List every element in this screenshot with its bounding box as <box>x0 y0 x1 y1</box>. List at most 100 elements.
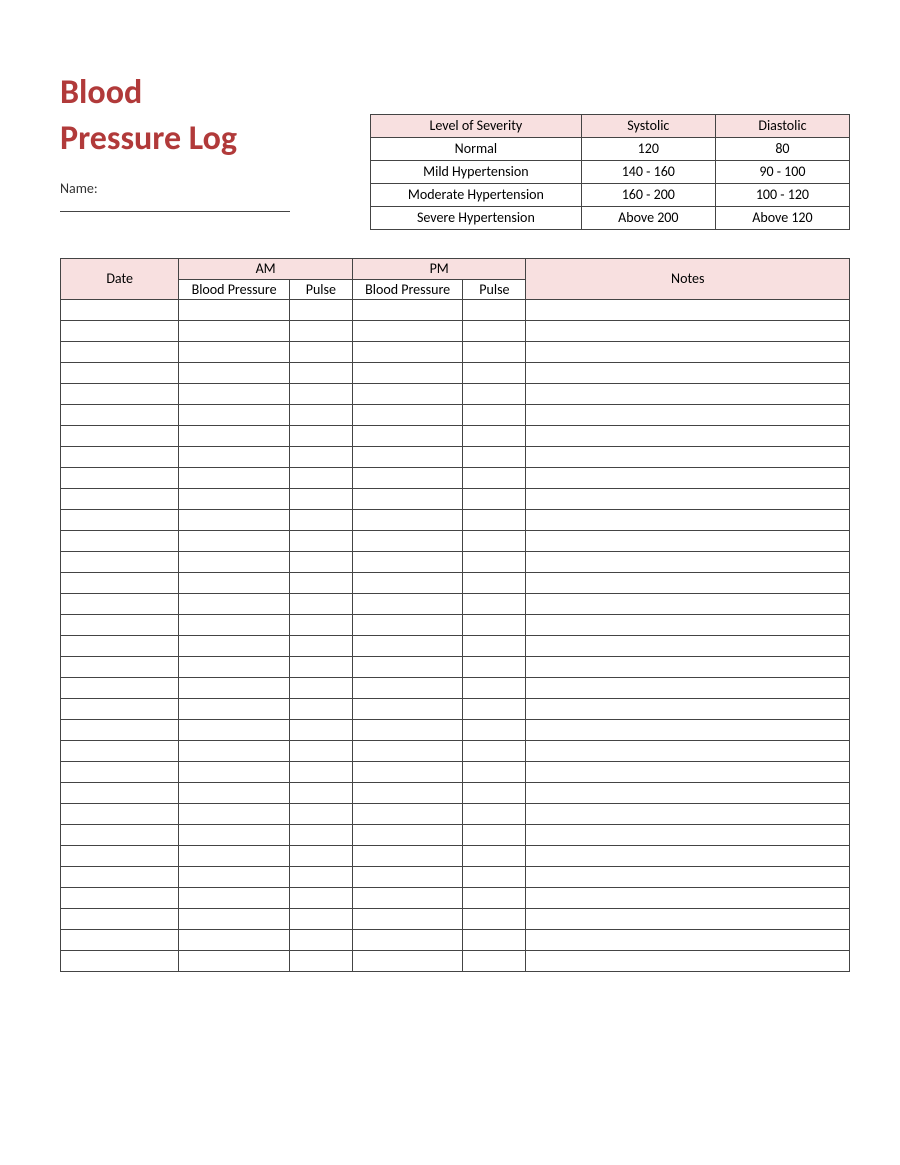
log-cell[interactable] <box>61 909 179 930</box>
log-cell[interactable] <box>289 951 352 972</box>
log-cell[interactable] <box>352 468 462 489</box>
log-cell[interactable] <box>463 447 526 468</box>
log-cell[interactable] <box>289 573 352 594</box>
log-cell[interactable] <box>526 930 850 951</box>
log-cell[interactable] <box>289 825 352 846</box>
log-cell[interactable] <box>526 783 850 804</box>
log-cell[interactable] <box>179 594 289 615</box>
log-cell[interactable] <box>463 888 526 909</box>
log-cell[interactable] <box>61 783 179 804</box>
log-cell[interactable] <box>61 552 179 573</box>
log-cell[interactable] <box>526 531 850 552</box>
log-cell[interactable] <box>526 741 850 762</box>
log-cell[interactable] <box>463 930 526 951</box>
log-cell[interactable] <box>352 384 462 405</box>
log-cell[interactable] <box>289 720 352 741</box>
log-cell[interactable] <box>526 342 850 363</box>
log-cell[interactable] <box>526 573 850 594</box>
log-cell[interactable] <box>526 678 850 699</box>
log-cell[interactable] <box>526 762 850 783</box>
log-cell[interactable] <box>289 510 352 531</box>
log-cell[interactable] <box>526 846 850 867</box>
log-cell[interactable] <box>289 384 352 405</box>
log-cell[interactable] <box>179 363 289 384</box>
log-cell[interactable] <box>526 300 850 321</box>
log-cell[interactable] <box>61 447 179 468</box>
log-cell[interactable] <box>289 699 352 720</box>
log-cell[interactable] <box>352 405 462 426</box>
log-cell[interactable] <box>179 951 289 972</box>
log-cell[interactable] <box>463 405 526 426</box>
log-cell[interactable] <box>526 426 850 447</box>
log-cell[interactable] <box>352 300 462 321</box>
log-cell[interactable] <box>463 636 526 657</box>
log-cell[interactable] <box>179 636 289 657</box>
log-cell[interactable] <box>179 888 289 909</box>
log-cell[interactable] <box>61 804 179 825</box>
log-cell[interactable] <box>61 888 179 909</box>
log-cell[interactable] <box>352 762 462 783</box>
log-cell[interactable] <box>61 678 179 699</box>
log-cell[interactable] <box>526 909 850 930</box>
log-cell[interactable] <box>463 720 526 741</box>
log-cell[interactable] <box>352 678 462 699</box>
log-cell[interactable] <box>179 762 289 783</box>
log-cell[interactable] <box>289 342 352 363</box>
log-cell[interactable] <box>526 468 850 489</box>
log-cell[interactable] <box>526 489 850 510</box>
log-cell[interactable] <box>61 615 179 636</box>
log-cell[interactable] <box>463 468 526 489</box>
log-cell[interactable] <box>289 930 352 951</box>
log-cell[interactable] <box>289 846 352 867</box>
log-cell[interactable] <box>352 720 462 741</box>
log-cell[interactable] <box>352 951 462 972</box>
log-cell[interactable] <box>289 615 352 636</box>
log-cell[interactable] <box>61 951 179 972</box>
log-cell[interactable] <box>463 384 526 405</box>
log-cell[interactable] <box>289 489 352 510</box>
log-cell[interactable] <box>289 363 352 384</box>
log-cell[interactable] <box>289 405 352 426</box>
log-cell[interactable] <box>289 447 352 468</box>
log-cell[interactable] <box>526 720 850 741</box>
log-cell[interactable] <box>526 594 850 615</box>
log-cell[interactable] <box>352 699 462 720</box>
log-cell[interactable] <box>526 405 850 426</box>
log-cell[interactable] <box>352 615 462 636</box>
log-cell[interactable] <box>179 909 289 930</box>
log-cell[interactable] <box>61 342 179 363</box>
log-cell[interactable] <box>61 657 179 678</box>
log-cell[interactable] <box>526 657 850 678</box>
log-cell[interactable] <box>179 321 289 342</box>
log-cell[interactable] <box>61 531 179 552</box>
log-cell[interactable] <box>179 699 289 720</box>
log-cell[interactable] <box>526 804 850 825</box>
log-cell[interactable] <box>61 405 179 426</box>
log-cell[interactable] <box>526 447 850 468</box>
log-cell[interactable] <box>179 447 289 468</box>
log-cell[interactable] <box>352 426 462 447</box>
log-cell[interactable] <box>61 636 179 657</box>
log-cell[interactable] <box>179 846 289 867</box>
log-cell[interactable] <box>463 510 526 531</box>
log-cell[interactable] <box>179 720 289 741</box>
log-cell[interactable] <box>352 342 462 363</box>
log-cell[interactable] <box>352 846 462 867</box>
log-cell[interactable] <box>179 783 289 804</box>
log-cell[interactable] <box>179 804 289 825</box>
log-cell[interactable] <box>289 468 352 489</box>
log-cell[interactable] <box>61 363 179 384</box>
log-cell[interactable] <box>463 741 526 762</box>
log-cell[interactable] <box>289 657 352 678</box>
log-cell[interactable] <box>179 342 289 363</box>
name-input-line[interactable] <box>60 211 290 212</box>
log-cell[interactable] <box>179 510 289 531</box>
log-cell[interactable] <box>526 321 850 342</box>
log-cell[interactable] <box>463 762 526 783</box>
log-cell[interactable] <box>463 426 526 447</box>
log-cell[interactable] <box>179 489 289 510</box>
log-cell[interactable] <box>179 867 289 888</box>
log-cell[interactable] <box>526 363 850 384</box>
log-cell[interactable] <box>289 321 352 342</box>
log-cell[interactable] <box>179 405 289 426</box>
